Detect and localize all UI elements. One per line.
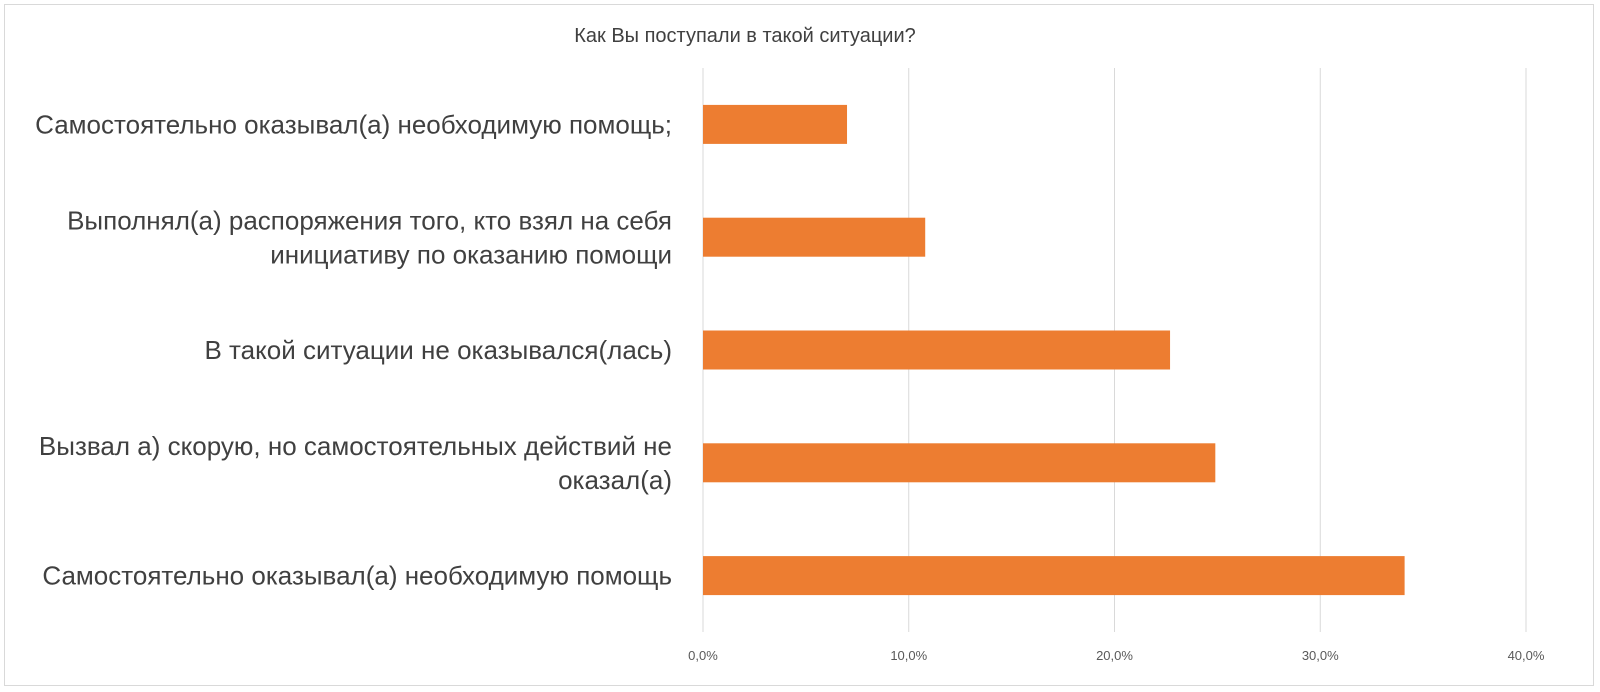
bars [703, 104, 1405, 596]
category-label: Самостоятельно оказывал(а) необходимую п… [35, 110, 672, 140]
x-tick-label: 20,0% [1096, 648, 1133, 663]
category-labels: Самостоятельно оказывал(а) необходимую п… [35, 110, 672, 591]
category-label: Самостоятельно оказывал(а) необходимую п… [42, 561, 672, 591]
bar [703, 104, 848, 144]
chart-title: Как Вы поступали в такой ситуации? [574, 25, 916, 47]
bar [703, 217, 926, 257]
category-label: В такой ситуации не оказывался(лась) [204, 335, 672, 365]
x-tick-label: 40,0% [1508, 648, 1545, 663]
bar [703, 556, 1405, 596]
category-label: Выполнял(а) распоряжения того, кто взял … [67, 205, 672, 269]
x-tick-label: 30,0% [1302, 648, 1339, 663]
x-tick-label: 0,0% [688, 648, 718, 663]
category-label: Вызвал а) скорую, но самостоятельных дей… [39, 431, 672, 495]
x-tick-label: 10,0% [890, 648, 927, 663]
bar [703, 443, 1216, 483]
x-axis-tick-labels: 0,0% 10,0% 20,0% 30,0% 40,0% [688, 648, 1545, 663]
bar [703, 330, 1171, 370]
